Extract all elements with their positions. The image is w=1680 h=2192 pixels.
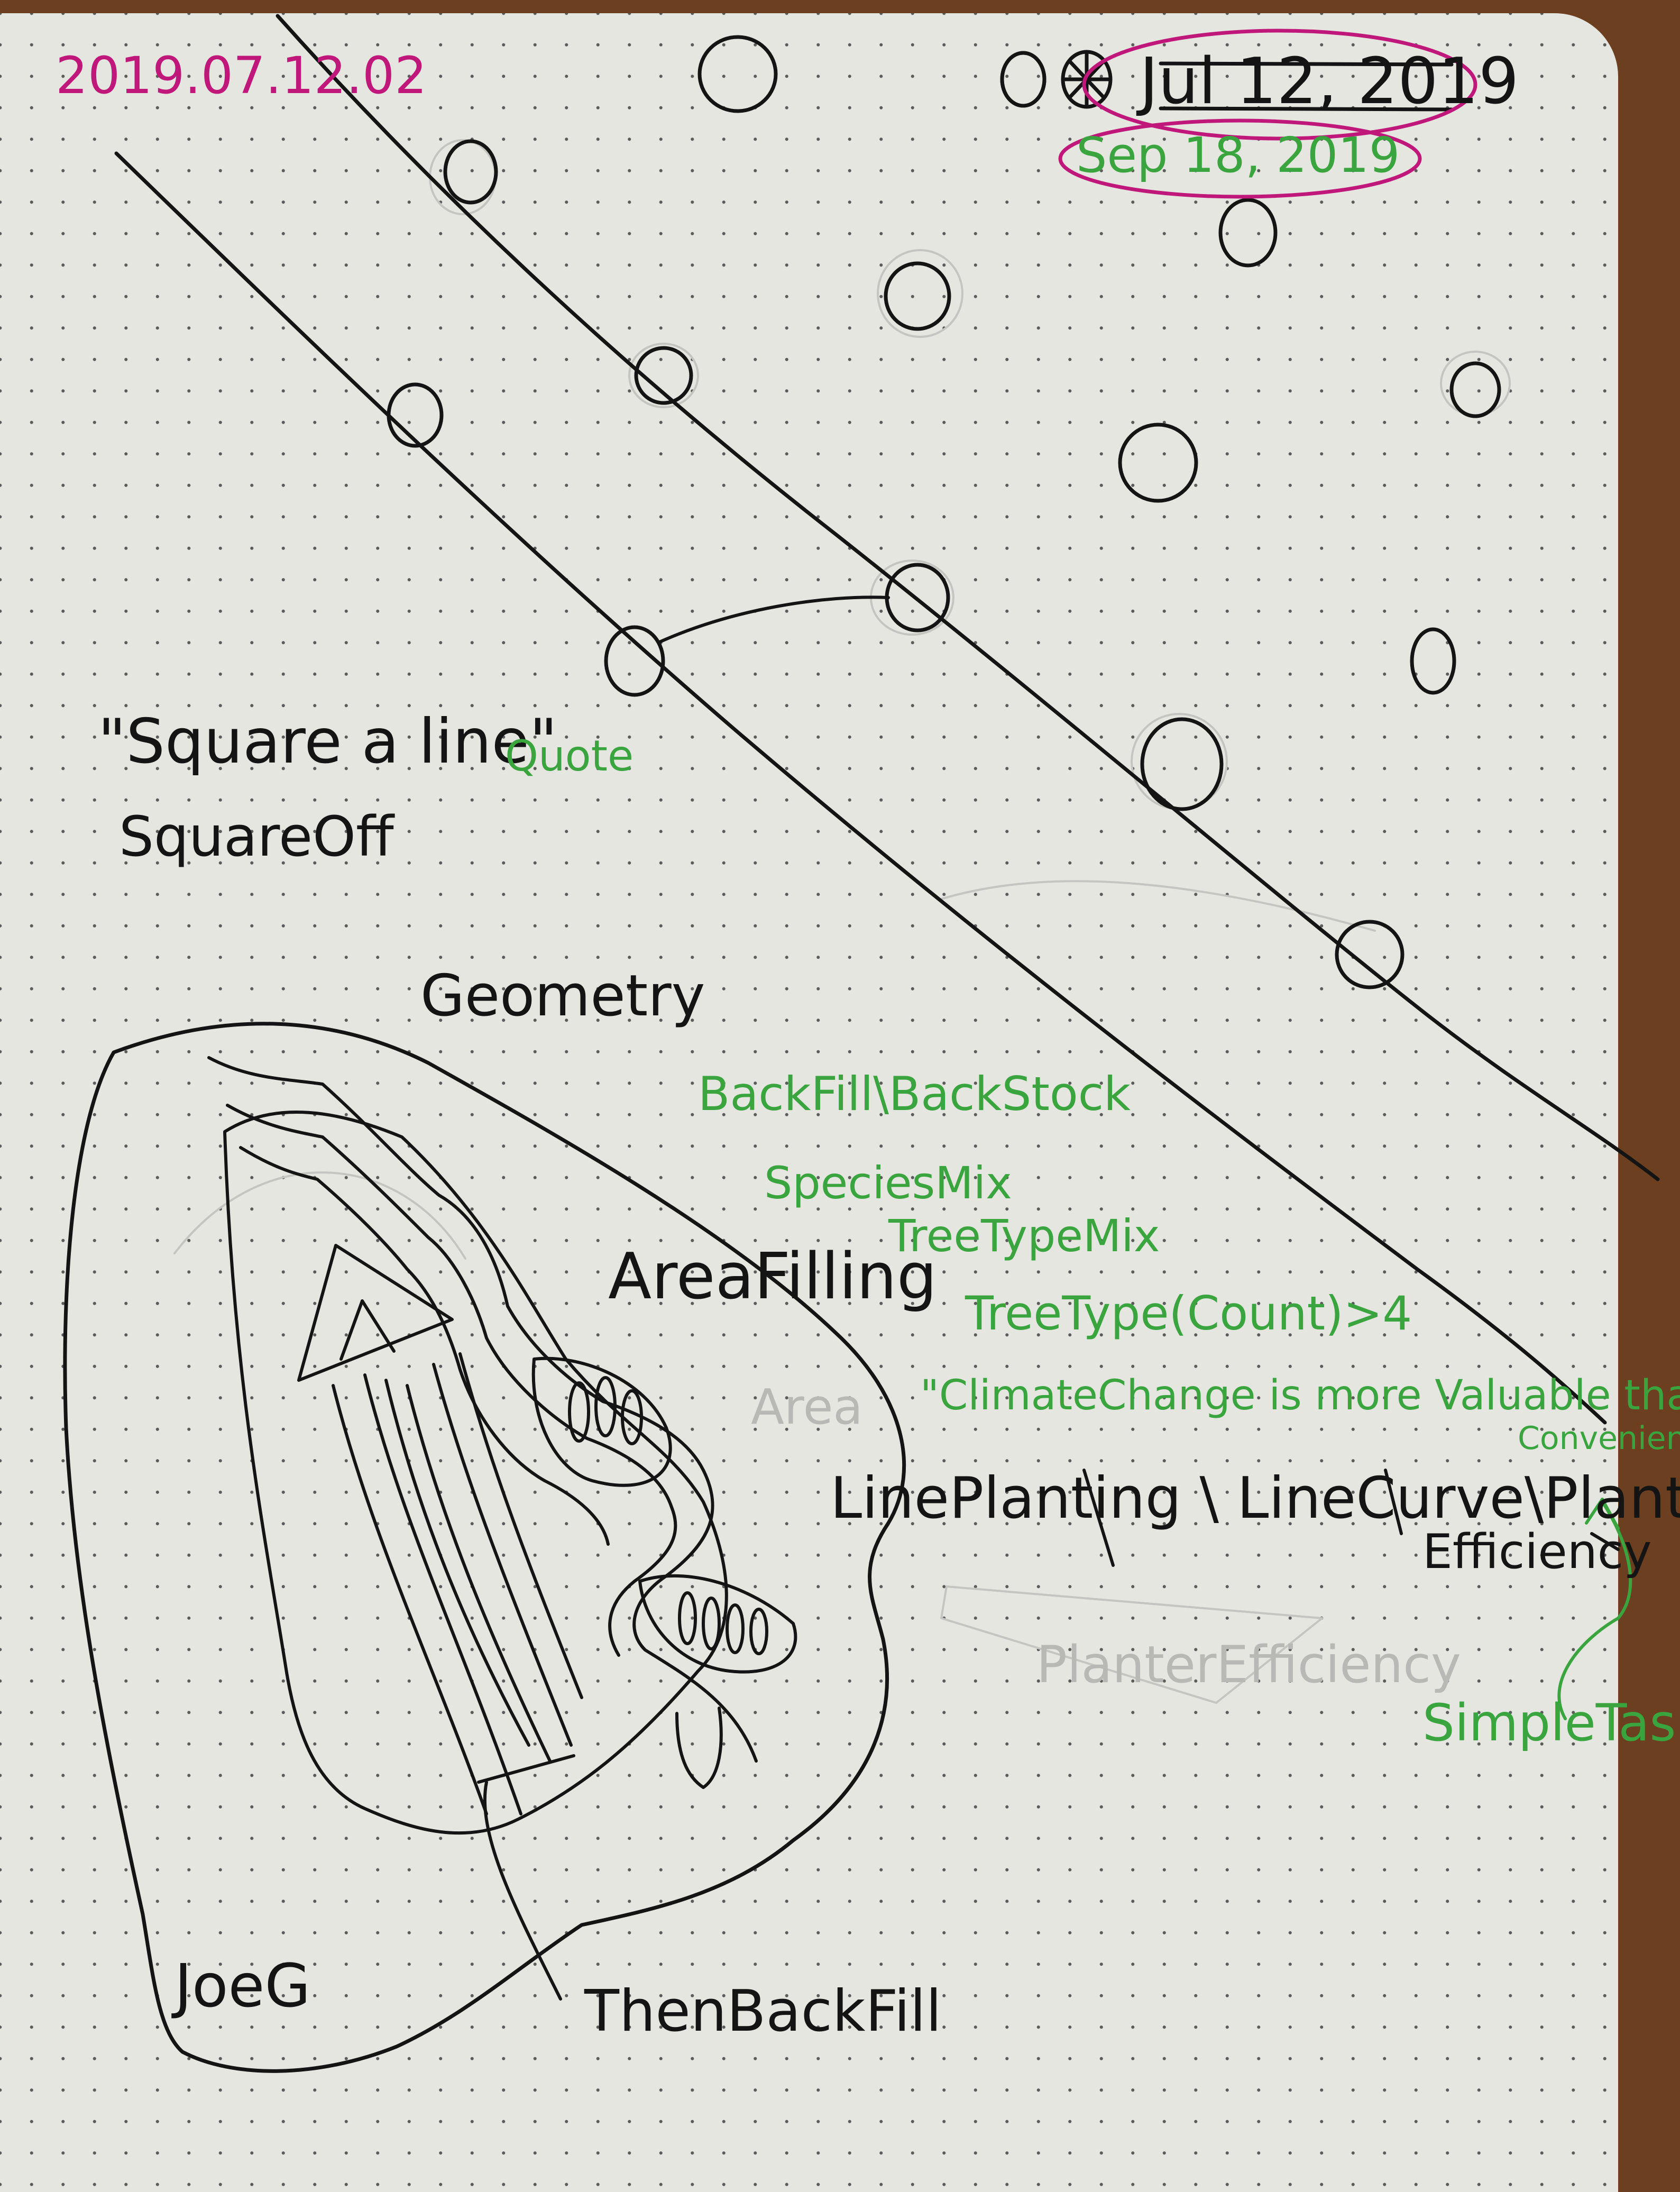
green-arrow-head [1585,1498,1620,1530]
tree-circle [1218,198,1278,268]
tree-circle [634,346,693,405]
square-off-label: SquareOff [119,804,394,869]
tree-circle [1449,361,1501,418]
simple-task-label: SimpleTask [1422,1693,1680,1753]
arrow-rows [297,1244,583,2001]
tree-circle [1335,920,1404,989]
efficiency-label: Efficiency [1422,1524,1652,1580]
back-fill-back-stock: BackFill\BackStock [698,1067,1131,1121]
area-boundary-inner [223,1111,728,1835]
tree-circle [443,139,498,205]
quote-tag: Quote [505,731,634,781]
faint-efficiency-text: PlanterEfficiency [1036,1635,1461,1694]
joe-g-signature: JoeG [175,1952,311,2021]
planting-circles [387,35,1501,989]
slash-mark [1590,1532,1620,1551]
tree-circle [1140,717,1224,811]
then-back-fill-label: ThenBackFill [584,1978,942,2044]
line-planting-label: LinePlanting \ LineCurve\Planter [830,1465,1680,1531]
convenience-label: Convenience" [1518,1420,1680,1457]
magenta-date-oval [1082,29,1477,141]
date-stamp: 2019.07.12.02 [56,46,427,105]
date-original: Jul 12, 2019 [1140,45,1519,118]
slash-mark [1082,1469,1115,1567]
dot-grid-paper [0,13,1618,2192]
tree-circle [1410,627,1456,695]
tree-circle [387,382,444,448]
tree-type-count: TreeType(Count)>4 [965,1286,1412,1341]
tree-type-mix: TreeTypeMix [888,1210,1160,1262]
connector-curve [657,595,890,644]
species-mix: SpeciesMix [764,1157,1012,1209]
tree-circle [884,261,951,331]
area-filling-label: AreaFilling [608,1240,938,1314]
area-boundary-outer [63,1022,906,2073]
quote-phrase: "Square a line" [98,706,558,777]
upper-diagonal-line [276,14,1660,1181]
slash-mark [1384,1469,1403,1535]
lower-diagonal-line [114,151,1607,1425]
date-revisited: Sep 18, 2019 [1076,127,1400,184]
tree-circle [697,35,778,113]
tree-circle [604,625,665,697]
geometry-label: Geometry [420,963,705,1029]
faint-area-text: Area [751,1379,863,1435]
tree-circle [1118,423,1198,503]
lobed-fills [531,1356,797,1789]
green-arrow [1557,1500,1632,1720]
magenta-revisit-oval [1058,118,1422,199]
climate-change-quote: "ClimateChange is more Valuable than [920,1372,1680,1419]
